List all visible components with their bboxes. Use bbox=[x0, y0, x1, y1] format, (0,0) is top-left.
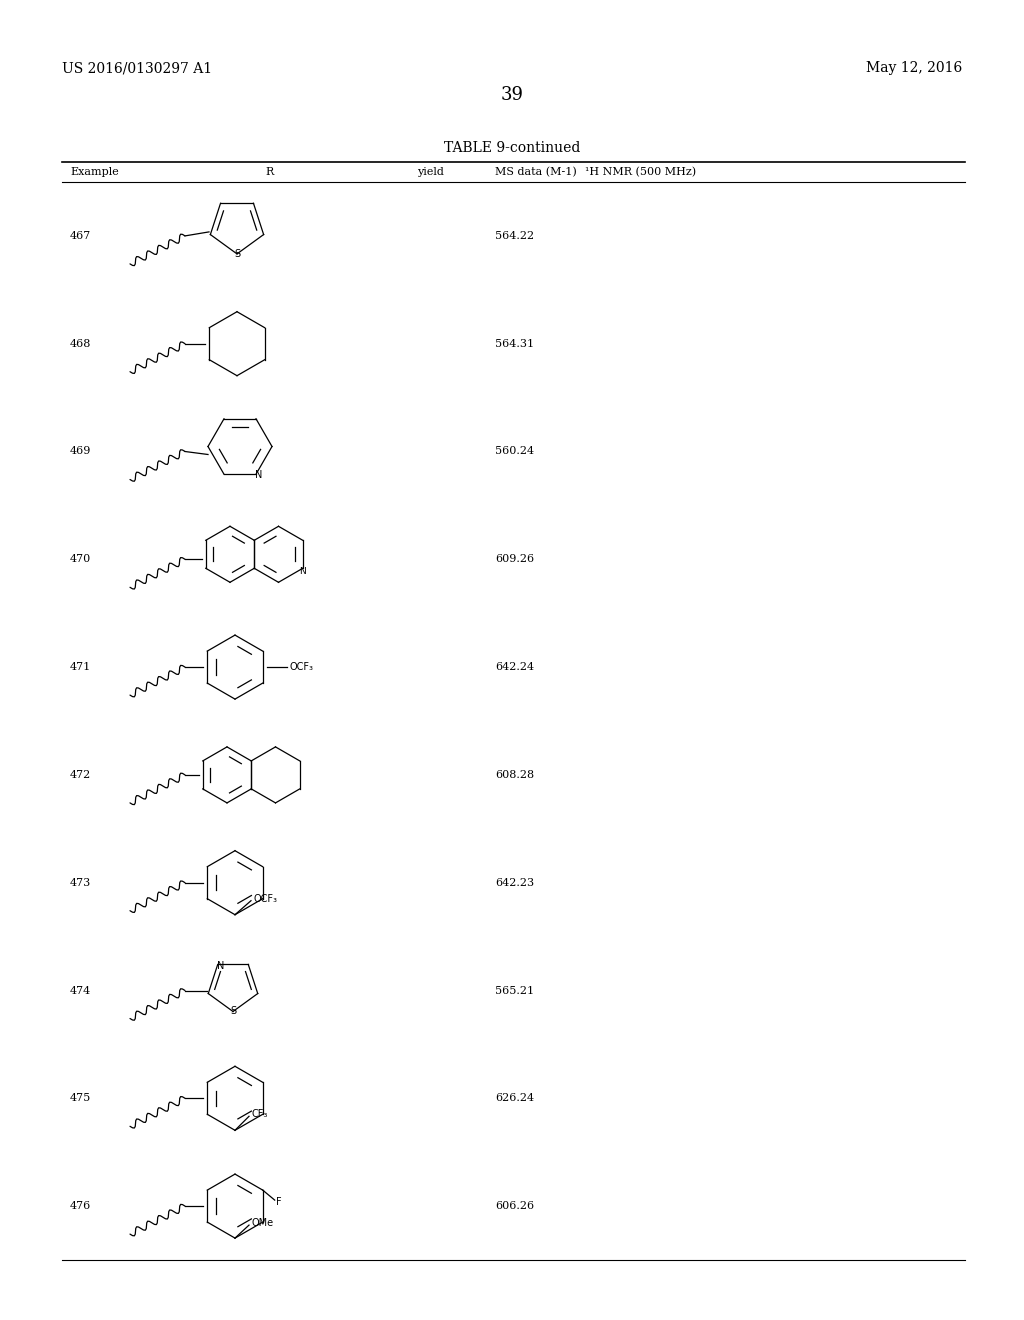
Text: 642.24: 642.24 bbox=[495, 663, 535, 672]
Text: ¹H NMR (500 MHz): ¹H NMR (500 MHz) bbox=[585, 166, 696, 177]
Text: 472: 472 bbox=[70, 770, 91, 780]
Text: 39: 39 bbox=[501, 86, 523, 104]
Text: 474: 474 bbox=[70, 986, 91, 995]
Text: OMe: OMe bbox=[251, 1218, 273, 1228]
Text: 564.22: 564.22 bbox=[495, 231, 535, 242]
Text: R: R bbox=[266, 168, 274, 177]
Text: 642.23: 642.23 bbox=[495, 878, 535, 887]
Text: May 12, 2016: May 12, 2016 bbox=[865, 61, 962, 75]
Text: 565.21: 565.21 bbox=[495, 986, 535, 995]
Text: OCF₃: OCF₃ bbox=[253, 894, 278, 904]
Text: 473: 473 bbox=[70, 878, 91, 887]
Text: 626.24: 626.24 bbox=[495, 1093, 535, 1104]
Text: MS data (M-1): MS data (M-1) bbox=[495, 166, 577, 177]
Text: 564.31: 564.31 bbox=[495, 339, 535, 348]
Text: F: F bbox=[275, 1197, 282, 1206]
Text: 476: 476 bbox=[70, 1201, 91, 1212]
Text: 469: 469 bbox=[70, 446, 91, 457]
Text: Example: Example bbox=[70, 168, 119, 177]
Text: S: S bbox=[233, 249, 240, 259]
Text: 471: 471 bbox=[70, 663, 91, 672]
Text: 606.26: 606.26 bbox=[495, 1201, 535, 1212]
Text: 560.24: 560.24 bbox=[495, 446, 535, 457]
Text: 608.28: 608.28 bbox=[495, 770, 535, 780]
Text: TABLE 9-continued: TABLE 9-continued bbox=[443, 141, 581, 154]
Text: S: S bbox=[230, 1006, 237, 1015]
Text: yield: yield bbox=[417, 168, 443, 177]
Text: N: N bbox=[217, 961, 224, 972]
Text: 468: 468 bbox=[70, 339, 91, 348]
Text: OCF₃: OCF₃ bbox=[289, 663, 313, 672]
Text: 475: 475 bbox=[70, 1093, 91, 1104]
Text: 609.26: 609.26 bbox=[495, 554, 535, 565]
Text: 470: 470 bbox=[70, 554, 91, 565]
Text: N: N bbox=[299, 566, 306, 576]
Text: 467: 467 bbox=[70, 231, 91, 242]
Text: CF₃: CF₃ bbox=[251, 1109, 267, 1119]
Text: N: N bbox=[255, 470, 263, 480]
Text: US 2016/0130297 A1: US 2016/0130297 A1 bbox=[62, 61, 212, 75]
